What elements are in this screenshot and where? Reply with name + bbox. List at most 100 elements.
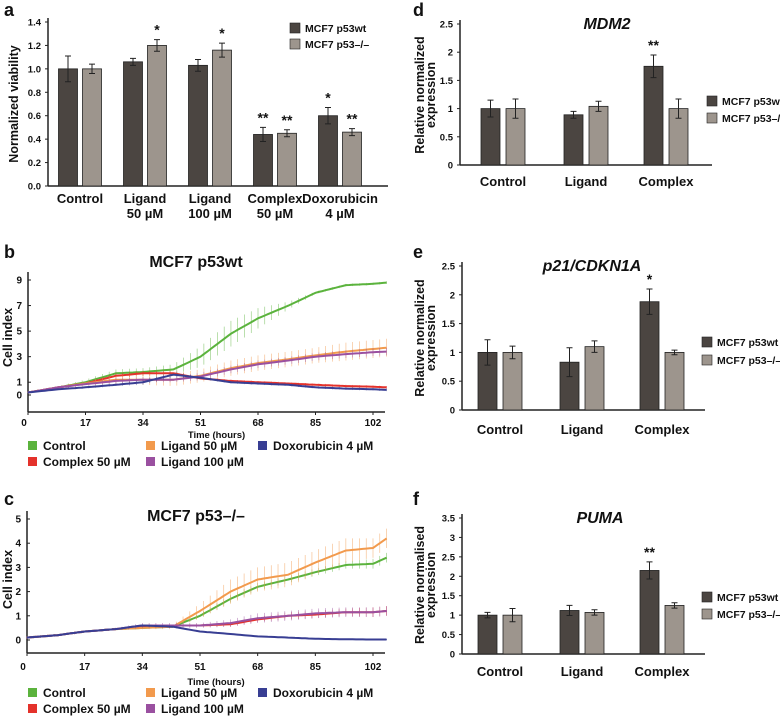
category-label: Complex <box>248 191 304 206</box>
series-line <box>27 373 387 394</box>
panel-label: c <box>4 489 14 509</box>
legend-swatch-wt <box>701 336 713 348</box>
significance-marker: ** <box>648 37 659 53</box>
legend-label: Doxorubicin 4 µM <box>273 439 373 453</box>
significance-marker: * <box>325 90 331 106</box>
category-label: Complex <box>635 422 691 437</box>
bar-wt <box>318 115 338 187</box>
category-label: Ligand <box>189 191 232 206</box>
legend-label: Complex 50 µM <box>43 455 131 469</box>
legend-label: MCF7 p53wt <box>305 23 367 35</box>
y-tick-label: 5 <box>16 327 22 338</box>
error-bar <box>195 58 201 72</box>
bar-wt <box>639 570 660 655</box>
error-bar <box>512 98 519 119</box>
series-line <box>27 350 387 394</box>
error-bar <box>325 107 331 125</box>
error-bar <box>509 345 516 360</box>
legend-swatch <box>28 704 37 713</box>
y-tick-label: 1.2 <box>28 41 41 52</box>
series-line <box>27 281 387 394</box>
category-label: Ligand <box>561 664 604 679</box>
bar-wt <box>188 64 208 187</box>
legend-swatch <box>258 688 267 697</box>
error-bar <box>671 349 678 356</box>
y-tick-label: 7 <box>16 301 22 312</box>
error-bar <box>646 288 653 315</box>
legend-label: MCF7 p53wt <box>717 592 779 604</box>
y-tick-label: 1 <box>450 611 456 622</box>
error-bar <box>650 54 657 79</box>
y-axis-label-line: expression <box>424 552 438 618</box>
x-tick-label: 102 <box>365 418 382 429</box>
x-tick-label: 0 <box>21 418 27 429</box>
y-tick-label: 2 <box>450 572 455 583</box>
legend-label: MCF7 p53–/– <box>717 609 780 621</box>
error-bar <box>675 98 682 119</box>
panel-label: a <box>4 0 15 20</box>
category-label: Control <box>477 664 523 679</box>
legend-swatch-ko <box>289 38 301 50</box>
y-tick-label: 0 <box>450 650 455 661</box>
significance-marker: ** <box>644 544 655 560</box>
error-bar <box>566 347 573 378</box>
panel-b: b MCF7 p53wt 0 1 3 5 7 9 0 17 34 51 68 85 102 Cell inde… <box>1 242 387 469</box>
x-tick-label: 17 <box>80 418 92 429</box>
y-tick-label: 0.0 <box>28 182 41 193</box>
chart-title: MDM2 <box>583 16 630 33</box>
legend-label: Ligand 100 µM <box>161 702 244 716</box>
legend-swatch-wt <box>706 95 718 107</box>
y-tick-label: 5 <box>15 515 21 526</box>
error-bar <box>65 55 71 83</box>
bar-wt <box>253 134 273 187</box>
x-tick-label: 0 <box>20 662 26 673</box>
bar-wt <box>58 68 78 187</box>
error-bar <box>349 128 355 137</box>
error-bar <box>219 42 225 58</box>
y-tick-label: 1.5 <box>440 76 454 87</box>
error-bar <box>130 57 136 66</box>
legend-label: Control <box>43 686 86 700</box>
y-tick-label: 2 <box>448 48 453 59</box>
bar-ko <box>82 68 102 187</box>
legend-swatch <box>146 704 155 713</box>
legend-swatch-ko <box>706 112 718 124</box>
bar-wt <box>123 61 143 187</box>
x-tick-label: 34 <box>137 418 149 429</box>
error-bar <box>595 100 602 112</box>
y-tick-label: 1 <box>450 348 456 359</box>
error-bar <box>566 604 573 617</box>
error-bar <box>89 63 95 75</box>
significance-marker: * <box>154 22 160 38</box>
panel-label: f <box>413 489 420 509</box>
category-label: Ligand <box>124 191 167 206</box>
y-tick-label: 3 <box>16 352 22 363</box>
y-axis-label: Normalized viability <box>7 45 21 162</box>
significance-marker: * <box>219 25 225 41</box>
y-tick-label: 0.5 <box>442 630 456 641</box>
legend-swatch-ko <box>701 354 713 366</box>
x-tick-label: 85 <box>310 662 322 673</box>
error-bar <box>284 129 290 138</box>
chart-title: PUMA <box>576 510 623 527</box>
error-bar <box>154 39 160 52</box>
y-tick-label: 9 <box>16 276 22 287</box>
x-tick-label: 51 <box>194 662 206 673</box>
y-tick-label: 3 <box>15 563 21 574</box>
bar-ko <box>277 132 297 187</box>
y-tick-label: 0.5 <box>442 377 456 388</box>
legend-label: Complex 50 µM <box>43 702 131 716</box>
bar-ko <box>584 346 605 411</box>
error-bar <box>591 340 598 353</box>
category-label: Ligand <box>561 422 604 437</box>
legend-label: MCF7 p53wt <box>717 337 779 349</box>
x-tick-label: 17 <box>79 662 91 673</box>
legend-label: MCF7 p53wt <box>722 96 780 108</box>
bar-ko <box>212 49 232 187</box>
y-axis-label-line: Relative normalised <box>413 526 427 644</box>
series-line <box>26 610 387 639</box>
y-tick-label: 2 <box>15 587 21 598</box>
chart-title: p21/CDKN1A <box>542 258 642 275</box>
